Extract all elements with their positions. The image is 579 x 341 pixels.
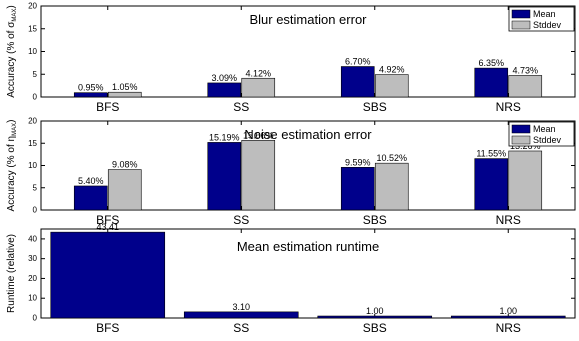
bar — [374, 74, 409, 98]
x-tick-label: SS — [233, 213, 249, 227]
y-tick-label: 20 — [28, 274, 37, 283]
bar — [450, 315, 566, 319]
y-axis-label: Runtime (relative) — [6, 234, 17, 313]
bar — [107, 91, 142, 98]
chart-title: Mean estimation runtime — [237, 239, 379, 254]
runtime-chart: Mean estimation runtime Runtime (relativ… — [6, 222, 576, 335]
bar — [508, 150, 543, 211]
legend-swatch-mean — [511, 124, 531, 134]
x-tick-label: SS — [233, 321, 249, 335]
plot-frame — [40, 228, 576, 319]
bar — [50, 231, 166, 319]
data-label: 9.08% — [112, 160, 138, 170]
data-label: 4.12% — [245, 68, 271, 78]
data-label: 5.40% — [78, 176, 104, 186]
bar — [241, 140, 276, 211]
y-tick-label: 0 — [33, 93, 38, 102]
data-label: 15.19% — [209, 132, 240, 142]
y-tick-label: 15 — [28, 24, 37, 33]
legend-label-mean: Mean — [533, 124, 556, 134]
data-label: 1.05% — [112, 82, 138, 92]
data-label: 3.10 — [232, 302, 250, 312]
noise-error-chart: Noise estimation error Accuracy (% of ηM… — [6, 117, 576, 227]
bar — [374, 162, 409, 211]
y-tick-label: 40 — [28, 234, 37, 243]
data-label: 0.95% — [78, 83, 104, 93]
bar — [340, 167, 375, 211]
bar — [474, 67, 509, 98]
legend-label-stddev: Stddev — [533, 135, 562, 145]
bar — [183, 311, 299, 319]
y-tick-label: 10 — [28, 294, 37, 303]
chart-title: Noise estimation error — [244, 127, 372, 142]
y-tick-label: 15 — [28, 139, 37, 148]
legend-swatch-mean — [511, 9, 531, 19]
y-tick-label: 30 — [28, 254, 37, 263]
legend: Mean Stddev — [508, 121, 575, 147]
data-label: 3.09% — [211, 73, 237, 83]
legend-label-stddev: Stddev — [533, 20, 562, 30]
legend-label-mean: Mean — [533, 9, 556, 19]
x-tick-label: BFS — [96, 100, 119, 114]
x-tick-label: BFS — [96, 213, 119, 227]
x-tick-label: NRS — [496, 100, 521, 114]
y-tick-label: 0 — [33, 314, 38, 323]
legend-swatch-stddev — [511, 20, 531, 30]
x-tick-label: SBS — [363, 321, 387, 335]
y-tick-label: 0 — [33, 206, 38, 215]
chart-title: Blur estimation error — [249, 12, 367, 27]
data-label: 1.00 — [499, 306, 517, 316]
blur-error-chart: Blur estimation error Accuracy (% of σMA… — [6, 2, 576, 114]
x-tick-label: NRS — [496, 213, 521, 227]
data-label: 6.35% — [478, 58, 504, 68]
data-label: 10.52% — [376, 153, 407, 163]
legend-swatch-stddev — [511, 135, 531, 145]
bar — [340, 66, 375, 98]
data-label: 9.59% — [345, 157, 371, 167]
y-tick-label: 20 — [28, 2, 37, 11]
data-label: 43.41 — [96, 222, 119, 232]
x-tick-label: SS — [233, 100, 249, 114]
bar — [474, 158, 509, 211]
data-label: 4.73% — [512, 65, 538, 75]
data-label: 15.66% — [243, 130, 274, 140]
y-axis-label: Accuracy (% of σMAX) — [6, 5, 18, 98]
y-tick-label: 5 — [33, 70, 38, 79]
bar — [207, 82, 242, 98]
x-tick-label: NRS — [496, 321, 521, 335]
bar — [73, 92, 108, 98]
data-label: 11.55% — [476, 149, 506, 159]
bar — [207, 142, 242, 211]
bar — [317, 315, 433, 319]
bar — [241, 77, 276, 98]
y-tick-label: 10 — [28, 161, 37, 170]
data-label: 1.00 — [366, 306, 384, 316]
x-tick-label: BFS — [96, 321, 119, 335]
y-tick-label: 5 — [33, 183, 38, 192]
bar — [73, 185, 108, 211]
legend: Mean Stddev — [508, 6, 575, 32]
y-tick-label: 10 — [28, 47, 37, 56]
x-tick-label: SBS — [363, 100, 387, 114]
bar — [508, 75, 543, 98]
bar — [107, 169, 142, 211]
data-label: 6.70% — [345, 57, 371, 67]
y-axis-label: Accuracy (% of ηMAX) — [6, 120, 18, 212]
data-label: 4.92% — [379, 65, 405, 75]
x-tick-label: SBS — [363, 213, 387, 227]
y-tick-label: 20 — [28, 117, 37, 126]
